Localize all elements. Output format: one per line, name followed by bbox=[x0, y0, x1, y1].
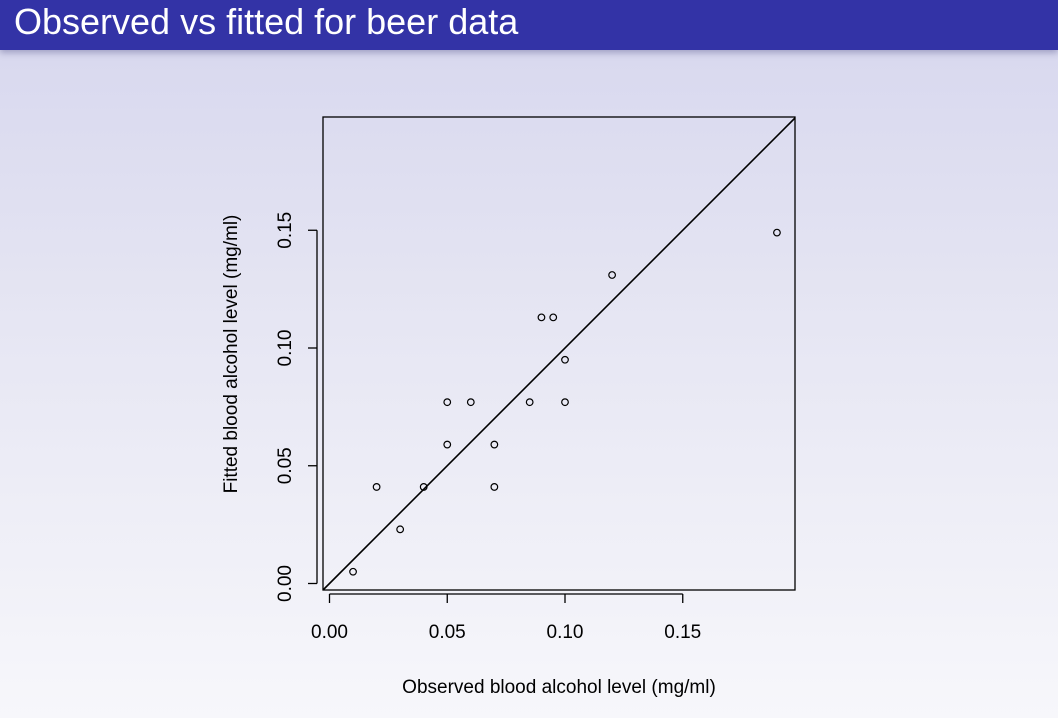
data-point bbox=[561, 355, 569, 364]
y-axis: 0.00 0.05 0.10 0.15 bbox=[275, 212, 318, 602]
data-point bbox=[490, 440, 499, 449]
reference-line-group bbox=[322, 117, 796, 591]
data-point bbox=[466, 398, 475, 407]
data-point bbox=[561, 398, 569, 407]
y-tick-label: 0.05 bbox=[275, 447, 296, 484]
reference-line bbox=[322, 117, 796, 591]
x-tick-label: 0.00 bbox=[311, 622, 348, 643]
data-point bbox=[525, 398, 534, 407]
data-point bbox=[608, 271, 616, 279]
data-point bbox=[537, 313, 546, 322]
data-point bbox=[549, 313, 558, 322]
y-tick-label: 0.10 bbox=[275, 330, 296, 367]
slide-title: Observed vs fitted for beer data bbox=[14, 1, 519, 42]
x-tick-label: 0.05 bbox=[429, 622, 466, 643]
data-point bbox=[443, 398, 452, 407]
y-axis-label: Fitted blood alcohol level (mg/ml) bbox=[221, 215, 242, 494]
data-point bbox=[349, 567, 357, 576]
x-axis: 0.00 0.05 0.10 0.15 bbox=[311, 593, 701, 643]
plot-frame bbox=[322, 116, 796, 591]
data-points bbox=[349, 228, 781, 576]
data-point bbox=[396, 525, 405, 534]
data-point bbox=[419, 483, 428, 491]
data-point bbox=[773, 228, 781, 237]
x-axis-label: Observed blood alcohol level (mg/ml) bbox=[402, 677, 716, 698]
x-tick-label: 0.15 bbox=[664, 622, 701, 643]
data-point bbox=[443, 440, 452, 449]
data-point bbox=[490, 483, 499, 491]
y-tick-label: 0.15 bbox=[275, 212, 296, 249]
data-point bbox=[372, 483, 381, 491]
title-bar: Observed vs fitted for beer data bbox=[0, 0, 1058, 50]
y-tick-label: 0.00 bbox=[275, 565, 296, 602]
x-tick-label: 0.10 bbox=[547, 622, 584, 643]
